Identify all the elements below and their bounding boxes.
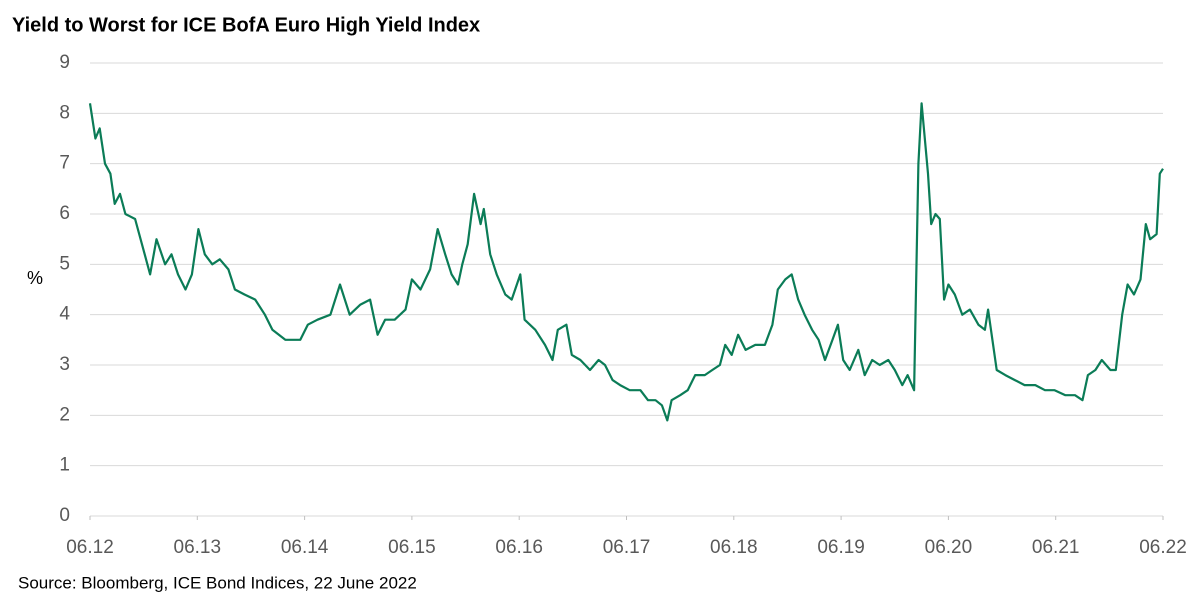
x-tick-label: 06.20 (925, 537, 973, 558)
x-tick-label: 06.14 (281, 537, 329, 558)
chart-title: Yield to Worst for ICE BofA Euro High Yi… (12, 14, 480, 36)
x-tick-label: 06.21 (1032, 537, 1080, 558)
y-tick-label: 5 (59, 253, 70, 274)
x-tick-label: 06.15 (388, 537, 436, 558)
y-tick-label: 0 (59, 505, 70, 526)
y-tick-label: 9 (59, 52, 70, 73)
source-note: Source: Bloomberg, ICE Bond Indices, 22 … (18, 573, 417, 592)
x-tick-label: 06.19 (817, 537, 865, 558)
y-tick-label: 3 (59, 354, 70, 375)
x-tick-label: 06.12 (66, 537, 114, 558)
y-tick-label: 4 (59, 304, 70, 325)
y-tick-label: 2 (59, 404, 70, 425)
x-tick-label: 06.18 (710, 537, 758, 558)
y-tick-label: 6 (59, 203, 70, 224)
x-tick-label: 06.17 (603, 537, 651, 558)
data-line (88, 102, 1164, 422)
y-tick-label: 1 (59, 455, 70, 476)
y-axis-label: % (27, 268, 43, 288)
y-tick-label: 8 (59, 102, 70, 123)
x-tick-label: 06.13 (174, 537, 222, 558)
x-tick-label: 06.16 (495, 537, 543, 558)
y-tick-label: 7 (59, 153, 70, 174)
x-tick-label: 06.22 (1139, 537, 1187, 558)
